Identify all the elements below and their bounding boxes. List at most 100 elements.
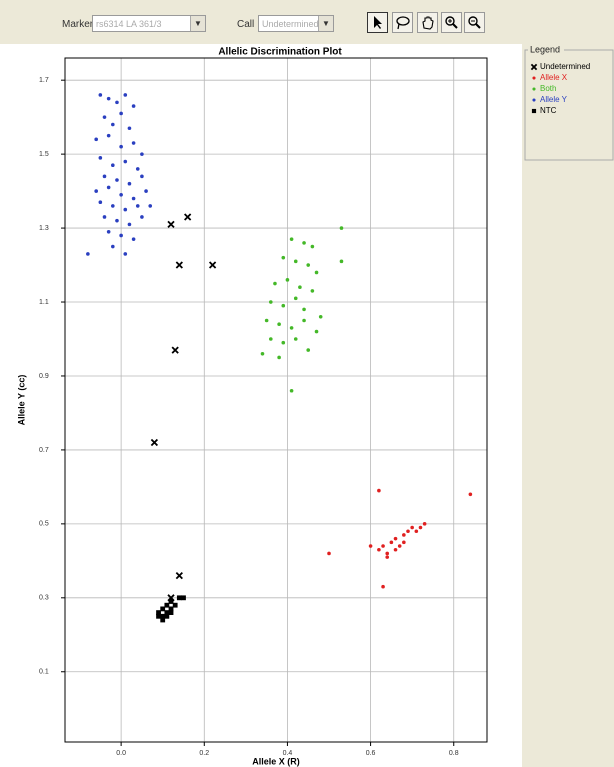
point	[115, 178, 119, 182]
point	[402, 540, 406, 545]
legend-label: Allele X	[540, 73, 568, 82]
point	[102, 174, 107, 179]
point	[106, 133, 111, 138]
icon	[468, 16, 481, 29]
select-tool[interactable]	[367, 12, 388, 33]
point	[140, 215, 144, 219]
icon	[374, 16, 382, 29]
point	[156, 613, 161, 619]
zoom-in-tool[interactable]	[441, 12, 462, 33]
point	[293, 337, 298, 341]
point	[281, 340, 286, 345]
y-tick-label: 1.3	[39, 225, 49, 232]
point	[164, 602, 170, 608]
point	[184, 213, 192, 221]
point	[306, 263, 311, 267]
point	[175, 261, 183, 269]
point	[310, 289, 315, 293]
zoom-out-tool[interactable]	[464, 12, 485, 33]
point	[468, 492, 473, 497]
point	[119, 111, 123, 116]
point	[381, 584, 385, 589]
x-tick-label: 0.0	[116, 750, 126, 757]
point	[389, 540, 394, 545]
point	[150, 438, 159, 447]
point	[368, 544, 373, 548]
point	[106, 96, 111, 101]
point	[377, 547, 381, 552]
point	[131, 237, 136, 241]
point	[393, 547, 398, 552]
point	[123, 93, 128, 97]
x-tick-label: 0.2	[199, 750, 209, 757]
call-label: Call	[237, 19, 255, 30]
pan-tool[interactable]	[417, 12, 438, 33]
point	[119, 193, 123, 197]
chart-title: Allelic Discrimination Plot	[218, 47, 342, 58]
point	[171, 346, 179, 354]
point	[127, 126, 132, 131]
point	[140, 152, 144, 156]
legend-label: Allele Y	[540, 95, 568, 104]
y-tick-label: 0.5	[39, 521, 49, 528]
point	[327, 551, 331, 556]
point	[339, 259, 344, 264]
point	[385, 555, 390, 559]
point	[264, 318, 269, 323]
point	[410, 525, 414, 530]
point	[289, 388, 294, 393]
point	[260, 351, 265, 356]
point	[393, 536, 398, 541]
point	[94, 189, 98, 193]
y-tick-label: 0.9	[39, 373, 49, 380]
legend-panel: Legend Undetermined Allele X Both Allele Y N…	[522, 44, 614, 767]
marker-label: Marker	[62, 19, 94, 30]
point	[123, 252, 128, 256]
legend-title: Legend	[530, 44, 560, 54]
dropdown-arrow: ▼	[190, 16, 205, 31]
legend-swatch	[530, 63, 538, 71]
point	[181, 595, 186, 601]
point	[167, 220, 175, 229]
y-tick-label: 1.7	[39, 77, 49, 84]
plot-panel: Allelic Discrimination Plot Allele X (R)…	[0, 44, 522, 767]
point	[160, 606, 166, 612]
point	[131, 196, 136, 201]
legend-title-bg	[528, 45, 564, 55]
legend-label: NTC	[540, 106, 557, 115]
point	[131, 104, 136, 108]
point	[172, 602, 178, 608]
point	[339, 226, 344, 230]
point	[168, 606, 174, 612]
point	[160, 613, 166, 619]
point	[314, 329, 319, 334]
legend-swatch	[531, 108, 537, 114]
legend-label: Both	[540, 84, 556, 93]
point	[94, 137, 98, 142]
legend-label: Undetermined	[540, 62, 590, 71]
point	[148, 204, 153, 208]
point	[293, 259, 298, 264]
point	[281, 255, 286, 260]
marker-dropdown[interactable]: rs6314 LA 361/3 ▼	[92, 15, 206, 32]
call-dropdown[interactable]: Undetermined ▼	[258, 15, 334, 32]
point	[289, 326, 294, 330]
lasso-tool[interactable]	[392, 12, 413, 33]
point	[119, 233, 123, 238]
point	[98, 93, 103, 97]
point	[208, 261, 217, 269]
point	[135, 167, 140, 171]
point	[302, 241, 306, 245]
point	[273, 281, 277, 286]
point	[281, 303, 286, 308]
point	[397, 544, 402, 548]
y-axis-label: Allele Y (cc)	[16, 375, 26, 426]
x-tick-label: 0.4	[283, 750, 293, 757]
point	[127, 181, 132, 186]
point	[98, 156, 103, 160]
point	[123, 159, 128, 164]
point	[106, 185, 111, 190]
point	[106, 229, 111, 234]
icon	[422, 16, 434, 30]
